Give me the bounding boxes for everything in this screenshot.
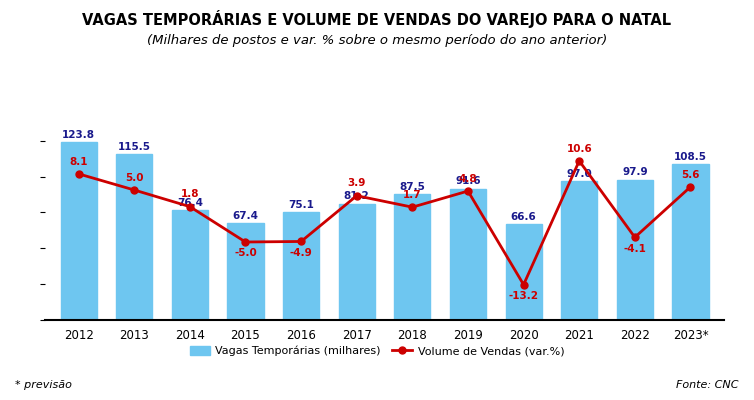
Bar xyxy=(228,223,264,320)
Text: 3.9: 3.9 xyxy=(348,178,366,188)
Text: 5.0: 5.0 xyxy=(125,173,143,183)
Text: 5.6: 5.6 xyxy=(681,170,700,180)
Text: 67.4: 67.4 xyxy=(232,211,259,221)
Text: 10.6: 10.6 xyxy=(566,144,592,154)
Text: 76.4: 76.4 xyxy=(177,198,203,208)
Text: (Milhares de postos e var. % sobre o mesmo período do ano anterior): (Milhares de postos e var. % sobre o mes… xyxy=(147,34,607,47)
Text: 66.6: 66.6 xyxy=(510,212,537,222)
Legend: Vagas Temporárias (milhares), Volume de Vendas (var.%): Vagas Temporárias (milhares), Volume de … xyxy=(185,341,569,360)
Bar xyxy=(617,180,653,320)
Bar xyxy=(283,212,319,320)
Bar xyxy=(172,210,208,320)
Bar xyxy=(673,164,709,320)
Text: -13.2: -13.2 xyxy=(509,291,538,301)
Bar xyxy=(505,224,541,320)
Bar xyxy=(116,154,152,320)
Text: 75.1: 75.1 xyxy=(288,200,314,210)
Text: VAGAS TEMPORÁRIAS E VOLUME DE VENDAS DO VAREJO PARA O NATAL: VAGAS TEMPORÁRIAS E VOLUME DE VENDAS DO … xyxy=(82,10,672,28)
Text: 1.8: 1.8 xyxy=(181,189,199,199)
Text: 123.8: 123.8 xyxy=(62,130,95,140)
Text: 4.8: 4.8 xyxy=(458,174,477,184)
Text: 108.5: 108.5 xyxy=(674,152,707,162)
Text: 87.5: 87.5 xyxy=(400,182,425,192)
Text: 1.7: 1.7 xyxy=(403,190,421,200)
Bar xyxy=(450,189,486,320)
Text: 115.5: 115.5 xyxy=(118,142,151,152)
Text: 91.6: 91.6 xyxy=(455,176,481,186)
Text: -5.0: -5.0 xyxy=(234,248,257,258)
Text: 97.9: 97.9 xyxy=(622,168,648,178)
Bar xyxy=(60,142,97,320)
Text: Fonte: CNC: Fonte: CNC xyxy=(676,380,739,390)
Text: -4.9: -4.9 xyxy=(290,248,312,258)
Bar xyxy=(394,194,431,320)
Bar xyxy=(339,204,375,320)
Text: * previsão: * previsão xyxy=(15,380,72,390)
Text: 8.1: 8.1 xyxy=(69,156,88,166)
Bar xyxy=(561,181,597,320)
Text: -4.1: -4.1 xyxy=(624,244,646,254)
Text: 97.0: 97.0 xyxy=(566,169,592,179)
Text: 81.2: 81.2 xyxy=(344,191,369,201)
